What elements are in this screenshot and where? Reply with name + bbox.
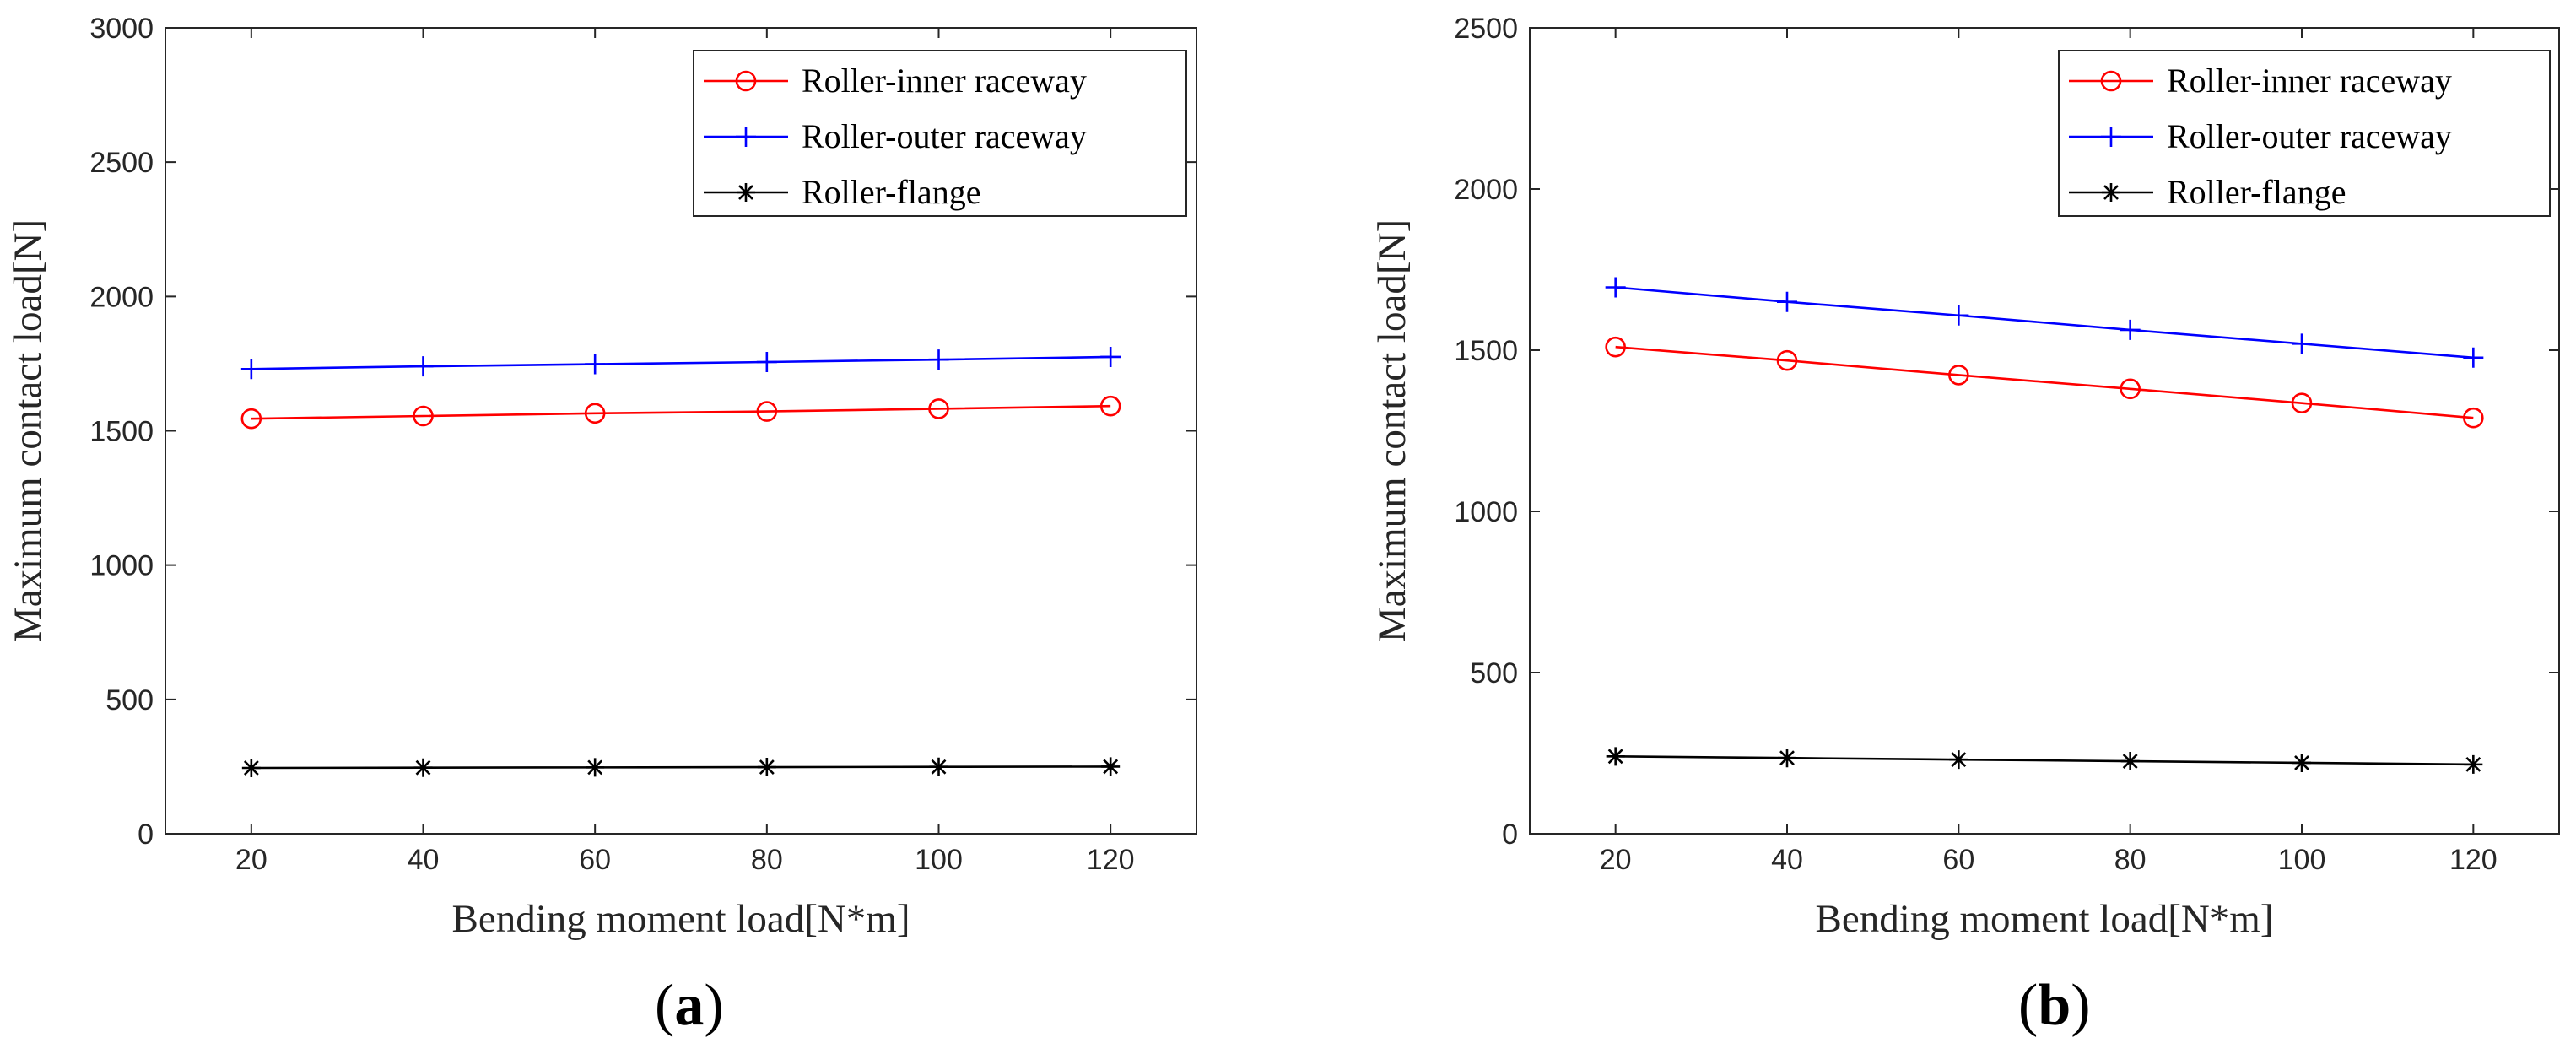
y-tick-label: 500 xyxy=(105,684,154,716)
data-point-roller-inner-raceway xyxy=(584,403,606,424)
data-point-roller-flange xyxy=(1606,747,1625,766)
data-point-roller-outer-raceway xyxy=(1100,346,1121,367)
legend-marker-roller-flange xyxy=(2102,183,2120,202)
x-tick-label: 120 xyxy=(1087,844,1135,876)
data-point-roller-flange xyxy=(2292,753,2311,772)
legend-label-roller-outer-raceway: Roller-outer raceway xyxy=(802,117,1087,155)
x-tick-label: 20 xyxy=(235,844,267,876)
data-point-roller-flange xyxy=(2120,752,2140,771)
data-point-roller-outer-raceway xyxy=(1777,291,1797,312)
y-tick-label: 2000 xyxy=(1454,174,1518,206)
legend-label-roller-outer-raceway: Roller-outer raceway xyxy=(2167,117,2452,155)
data-point-roller-inner-raceway xyxy=(756,401,778,422)
y-axis-label: Maximum contact load[N] xyxy=(6,219,50,642)
legend-marker-roller-inner-raceway xyxy=(2100,70,2122,92)
data-point-roller-inner-raceway xyxy=(2120,378,2141,400)
legend-label-roller-flange: Roller-flange xyxy=(2167,173,2346,211)
data-point-roller-outer-raceway xyxy=(413,356,434,377)
data-point-roller-outer-raceway xyxy=(1948,305,1969,326)
legend-label-roller-flange: Roller-flange xyxy=(802,173,980,211)
legend-box xyxy=(693,50,1187,217)
data-point-roller-inner-raceway xyxy=(928,398,949,419)
y-tick-label: 1000 xyxy=(1454,496,1518,528)
x-tick-label: 80 xyxy=(751,844,783,876)
x-tick-label: 120 xyxy=(2449,844,2498,876)
x-tick-label: 60 xyxy=(579,844,611,876)
y-axis-label: Maximum contact load[N] xyxy=(1370,219,1414,642)
x-axis-label: Bending moment load[N*m] xyxy=(451,897,910,941)
y-tick-label: 3000 xyxy=(89,13,154,45)
y-tick-label: 1500 xyxy=(1454,335,1518,367)
series-line-roller-flange xyxy=(251,765,1111,770)
data-point-roller-outer-raceway xyxy=(240,359,262,380)
y-tick-label: 2500 xyxy=(89,147,154,179)
series-line-roller-outer-raceway xyxy=(251,355,1111,370)
x-tick-label: 100 xyxy=(915,844,963,876)
data-point-roller-flange xyxy=(929,757,948,776)
panel-label: (b) xyxy=(2018,973,2091,1038)
legend-marker-roller-outer-raceway xyxy=(2101,127,2121,147)
data-point-roller-inner-raceway xyxy=(1776,349,1798,371)
x-tick-label: 60 xyxy=(1942,844,1974,876)
data-point-roller-flange xyxy=(1949,750,1968,770)
y-tick-label: 2500 xyxy=(1454,13,1518,45)
data-point-roller-inner-raceway xyxy=(1099,395,1121,417)
x-tick-label: 20 xyxy=(1600,844,1632,876)
data-point-roller-outer-raceway xyxy=(1605,277,1626,298)
legend-label-roller-inner-raceway: Roller-inner raceway xyxy=(802,62,1087,100)
legend-label-roller-inner-raceway: Roller-inner raceway xyxy=(2167,62,2452,100)
data-point-roller-flange xyxy=(586,758,605,777)
chart-panel-b: 20 40 60 80 100 120 0 500 1000 1500 2000 2500 Bendin… xyxy=(1370,13,2560,1038)
series-line-roller-inner-raceway xyxy=(1615,345,2474,419)
data-point-roller-inner-raceway xyxy=(2463,407,2484,429)
data-point-roller-flange xyxy=(757,758,776,777)
series-line-roller-flange xyxy=(1615,755,2474,766)
data-point-roller-outer-raceway xyxy=(2292,333,2312,354)
data-point-roller-inner-raceway xyxy=(413,405,434,427)
data-point-roller-inner-raceway xyxy=(2291,392,2313,413)
series-line-roller-inner-raceway xyxy=(251,404,1111,420)
x-tick-label: 40 xyxy=(408,844,440,876)
panel-label: (a) xyxy=(655,973,724,1038)
data-point-roller-flange xyxy=(1778,749,1796,768)
x-tick-label: 100 xyxy=(2278,844,2326,876)
chart-panel-a: 20 40 60 80 100 120 0 500 1000 1500 2000 2500 3000 Be… xyxy=(6,13,1197,1038)
series-line-roller-outer-raceway xyxy=(1615,286,2474,359)
data-point-roller-outer-raceway xyxy=(2120,319,2141,340)
data-point-roller-outer-raceway xyxy=(756,352,777,373)
x-axis-label: Bending moment load[N*m] xyxy=(1815,897,2273,941)
data-point-roller-inner-raceway xyxy=(1605,336,1626,358)
y-tick-label: 1000 xyxy=(89,550,154,582)
x-tick-label: 40 xyxy=(1771,844,1803,876)
legend-marker-roller-flange xyxy=(737,183,755,202)
y-tick-label: 0 xyxy=(1502,819,1518,851)
data-point-roller-flange xyxy=(2464,754,2483,774)
y-tick-label: 2000 xyxy=(89,281,154,313)
data-point-roller-flange xyxy=(413,758,433,777)
y-tick-label: 0 xyxy=(138,819,154,851)
data-point-roller-outer-raceway xyxy=(2463,347,2484,368)
y-tick-label: 500 xyxy=(1470,657,1518,689)
legend-box xyxy=(2058,50,2551,217)
data-point-roller-inner-raceway xyxy=(1948,365,1969,386)
data-point-roller-inner-raceway xyxy=(240,408,262,430)
data-point-roller-flange xyxy=(241,759,261,778)
data-point-roller-outer-raceway xyxy=(928,349,949,370)
data-point-roller-outer-raceway xyxy=(585,354,606,375)
y-tick-label: 1500 xyxy=(89,416,154,448)
x-tick-label: 80 xyxy=(2114,844,2147,876)
data-point-roller-flange xyxy=(1101,757,1121,776)
legend-marker-roller-inner-raceway xyxy=(735,70,757,92)
legend-marker-roller-outer-raceway xyxy=(736,127,756,147)
